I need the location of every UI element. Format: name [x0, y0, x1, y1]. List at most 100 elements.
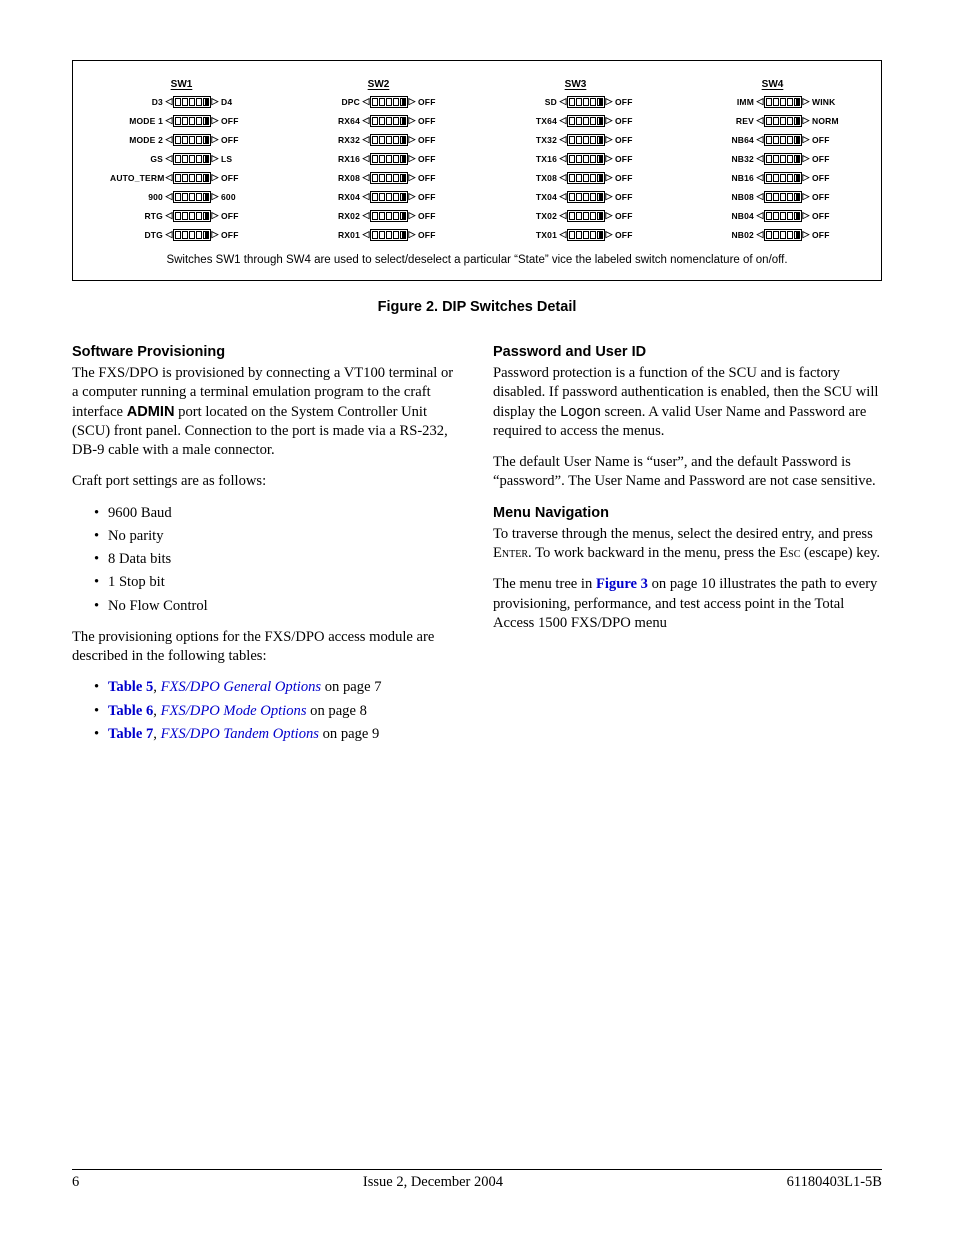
dip-row: D3◁▷D4 — [95, 92, 268, 111]
dip-arrow-right-icon: ▷ — [408, 192, 416, 201]
dip-switch-icon: ◁▷ — [756, 229, 810, 241]
dip-right-label: OFF — [613, 97, 647, 107]
dip-body-icon — [173, 191, 211, 203]
dip-arrow-left-icon: ◁ — [756, 230, 764, 239]
dip-arrow-left-icon: ◁ — [362, 154, 370, 163]
dip-right-label: OFF — [613, 154, 647, 164]
dip-arrow-right-icon: ▷ — [802, 154, 810, 163]
dip-body-icon — [764, 115, 802, 127]
dip-body-icon — [173, 172, 211, 184]
dip-right-label: OFF — [219, 116, 253, 126]
list-item: 9600 Baud — [94, 504, 461, 523]
dip-left-label: TX04 — [504, 192, 559, 202]
text: , — [153, 703, 160, 719]
craft-settings-list: 9600 BaudNo parity8 Data bits1 Stop bitN… — [72, 504, 461, 616]
dip-arrow-left-icon: ◁ — [362, 211, 370, 220]
dip-row: RX32◁▷OFF — [292, 130, 465, 149]
dip-switch-icon: ◁▷ — [756, 134, 810, 146]
dip-arrow-left-icon: ◁ — [362, 173, 370, 182]
dip-left-label: NB04 — [701, 211, 756, 221]
figure-box: SW1D3◁▷D4MODE 1◁▷OFFMODE 2◁▷OFFGS◁▷LSAUT… — [72, 60, 882, 281]
text: The menu tree in — [493, 576, 596, 592]
admin-port-label: ADMIN — [127, 404, 175, 420]
table-title-link[interactable]: FXS/DPO General Options — [161, 679, 322, 695]
text: (escape) key. — [800, 545, 880, 561]
dip-left-label: MODE 2 — [110, 135, 165, 145]
figure-3-link[interactable]: Figure 3 — [596, 576, 648, 592]
dip-switch-icon: ◁▷ — [165, 115, 219, 127]
text: on page 9 — [319, 726, 379, 742]
table-title-link[interactable]: FXS/DPO Tandem Options — [161, 726, 319, 742]
dip-body-icon — [370, 210, 408, 222]
dip-body-icon — [173, 134, 211, 146]
dip-arrow-right-icon: ▷ — [408, 230, 416, 239]
dip-arrow-left-icon: ◁ — [756, 211, 764, 220]
dip-column: SW3SD◁▷OFFTX64◁▷OFFTX32◁▷OFFTX16◁▷OFFTX0… — [489, 79, 662, 244]
dip-switch-icon: ◁▷ — [362, 96, 416, 108]
table-title-link[interactable]: FXS/DPO Mode Options — [161, 703, 307, 719]
dip-right-label: OFF — [219, 211, 253, 221]
dip-left-label: GS — [110, 154, 165, 164]
right-column: Password and User ID Password protection… — [493, 343, 882, 756]
heading-password-userid: Password and User ID — [493, 343, 882, 362]
dip-body-icon — [567, 153, 605, 165]
password-para-2: The default User Name is “user”, and the… — [493, 453, 882, 492]
figure-note: Switches SW1 through SW4 are used to sel… — [95, 254, 859, 266]
dip-arrow-right-icon: ▷ — [211, 192, 219, 201]
dip-body-icon — [370, 172, 408, 184]
table-ref-link[interactable]: Table 6 — [108, 703, 153, 719]
dip-arrow-right-icon: ▷ — [605, 97, 613, 106]
dip-row: RX16◁▷OFF — [292, 149, 465, 168]
text: on page 7 — [321, 679, 381, 695]
dip-arrow-left-icon: ◁ — [165, 211, 173, 220]
list-item: Table 7, FXS/DPO Tandem Options on page … — [94, 725, 461, 744]
dip-switch-icon: ◁▷ — [756, 191, 810, 203]
dip-row: RX01◁▷OFF — [292, 225, 465, 244]
table-ref-link[interactable]: Table 7 — [108, 726, 153, 742]
dip-row: AUTO_TERM◁▷OFF — [95, 168, 268, 187]
heading-menu-navigation: Menu Navigation — [493, 504, 882, 523]
dip-left-label: RX04 — [307, 192, 362, 202]
dip-right-label: OFF — [416, 173, 450, 183]
dip-arrow-left-icon: ◁ — [362, 230, 370, 239]
dip-arrow-left-icon: ◁ — [756, 116, 764, 125]
dip-left-label: AUTO_TERM — [110, 173, 165, 183]
dip-arrow-right-icon: ▷ — [605, 211, 613, 220]
dip-body-icon — [567, 115, 605, 127]
dip-row: TX08◁▷OFF — [489, 168, 662, 187]
dip-switch-icon: ◁▷ — [559, 229, 613, 241]
text: , — [153, 726, 160, 742]
dip-arrow-right-icon: ▷ — [408, 135, 416, 144]
dip-arrow-right-icon: ▷ — [211, 230, 219, 239]
dip-left-label: SD — [504, 97, 559, 107]
dip-arrow-left-icon: ◁ — [362, 135, 370, 144]
dip-arrow-left-icon: ◁ — [756, 192, 764, 201]
dip-body-icon — [764, 229, 802, 241]
dip-right-label: WINK — [810, 97, 844, 107]
dip-switch-icon: ◁▷ — [165, 134, 219, 146]
dip-right-label: OFF — [416, 135, 450, 145]
dip-column: SW1D3◁▷D4MODE 1◁▷OFFMODE 2◁▷OFFGS◁▷LSAUT… — [95, 79, 268, 244]
body-columns: Software Provisioning The FXS/DPO is pro… — [72, 343, 882, 756]
dip-row: NB08◁▷OFF — [686, 187, 859, 206]
table-references-list: Table 5, FXS/DPO General Options on page… — [72, 678, 461, 744]
dip-row: DTG◁▷OFF — [95, 225, 268, 244]
dip-left-label: NB32 — [701, 154, 756, 164]
dip-body-icon — [370, 153, 408, 165]
dip-arrow-left-icon: ◁ — [165, 173, 173, 182]
dip-row: RX04◁▷OFF — [292, 187, 465, 206]
dip-body-icon — [173, 115, 211, 127]
dip-right-label: OFF — [810, 211, 844, 221]
text: , — [153, 679, 160, 695]
dip-arrow-right-icon: ▷ — [802, 230, 810, 239]
dip-row: DPC◁▷OFF — [292, 92, 465, 111]
dip-row: RTG◁▷OFF — [95, 206, 268, 225]
dip-left-label: D3 — [110, 97, 165, 107]
dip-body-icon — [173, 153, 211, 165]
dip-body-icon — [764, 191, 802, 203]
dip-row: TX01◁▷OFF — [489, 225, 662, 244]
table-ref-link[interactable]: Table 5 — [108, 679, 153, 695]
dip-right-label: NORM — [810, 116, 844, 126]
dip-right-label: OFF — [613, 230, 647, 240]
menu-nav-para-1: To traverse through the menus, select th… — [493, 525, 882, 564]
